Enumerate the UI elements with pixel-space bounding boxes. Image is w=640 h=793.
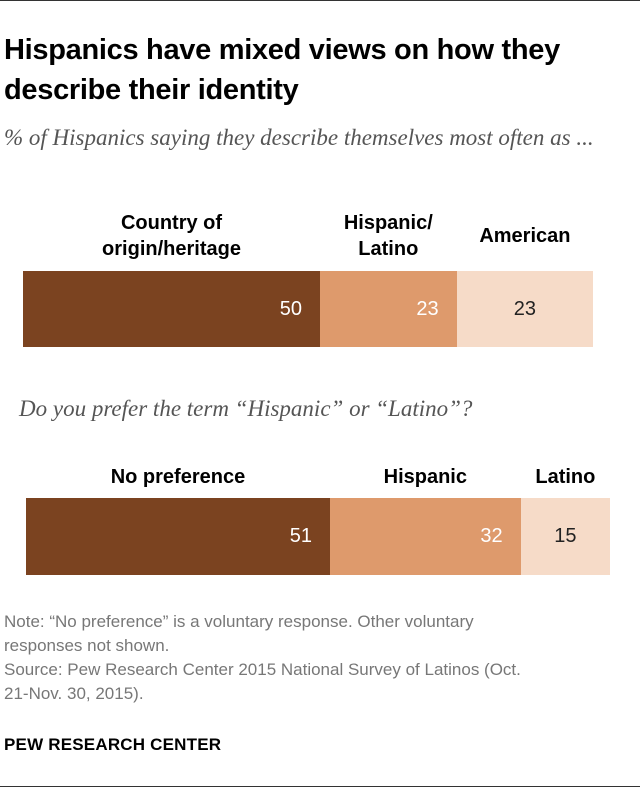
top-rule (0, 0, 640, 1)
note-line: 21-Nov. 30, 2015). (4, 684, 144, 703)
category-label-line: American (479, 225, 571, 247)
source-note: Note: “No preference” is a voluntary res… (4, 610, 624, 706)
bar-segment: 23 (456, 271, 594, 347)
bar-segment: 32 (329, 498, 521, 575)
bar-value-label: 50 (279, 297, 302, 320)
category-label: American (437, 223, 614, 249)
category-label-line: Hispanic (383, 466, 467, 488)
note-line: responses not shown. (4, 636, 170, 655)
category-label-line: Country of (120, 212, 223, 234)
note-line: Source: Pew Research Center 2015 Nationa… (4, 660, 521, 679)
bar-segment: 51 (26, 498, 330, 575)
category-label-line: No preference (110, 466, 246, 488)
category-label-line: Hispanic/ (343, 212, 433, 234)
bar-value-label: 23 (416, 297, 439, 320)
category-label-line: Latino (358, 238, 419, 260)
category-label: Hispanic/Latino (300, 210, 477, 262)
bottom-rule (0, 786, 640, 787)
bar-value-label: 15 (554, 525, 577, 547)
bar-value-label: 23 (513, 297, 537, 320)
category-label: Country of origin/heritage (3, 210, 340, 262)
bar-segment: 50 (23, 271, 320, 347)
note-line: Note: “No preference” is a voluntary res… (4, 612, 474, 631)
category-label: No preference (6, 464, 350, 490)
chart-1-subtitle: % of Hispanics saying they describe them… (4, 125, 594, 150)
category-label: Latino (501, 464, 630, 490)
bar-value-label: 51 (289, 525, 312, 547)
pew-logo-text: PEW RESEARCH CENTER (4, 735, 222, 754)
chart-2-subtitle: Do you prefer the term “Hispanic” or “La… (19, 396, 473, 421)
category-label-line: origin/heritage (102, 238, 241, 260)
bar-segment: 23 (320, 271, 457, 347)
category-label: Hispanic (310, 464, 541, 490)
category-label-line: Latino (535, 466, 596, 488)
bar-value-label: 32 (480, 525, 503, 547)
bar-segment: 15 (520, 498, 611, 575)
chart-title: Hispanics have mixed views on how they d… (4, 34, 560, 106)
